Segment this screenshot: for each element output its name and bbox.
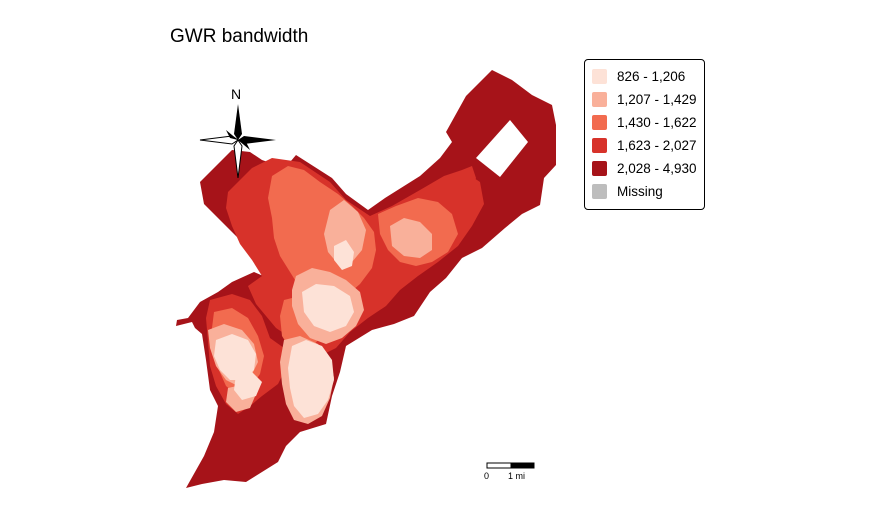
legend-swatch xyxy=(592,184,607,199)
legend-item: 826 - 1,206 xyxy=(592,68,685,85)
north-label: N xyxy=(231,86,242,102)
legend-item: 1,207 - 1,429 xyxy=(592,91,697,108)
legend-label: 826 - 1,206 xyxy=(617,69,686,84)
legend: 826 - 1,206 1,207 - 1,429 1,430 - 1,622 … xyxy=(584,59,705,210)
legend-label: 1,623 - 2,027 xyxy=(617,138,697,153)
scale-bar xyxy=(486,462,535,469)
scale-label-end: 1 mi xyxy=(508,471,526,481)
map-title: GWR bandwidth xyxy=(170,26,309,47)
north-arrow-icon xyxy=(199,104,276,179)
class-1-regions xyxy=(214,240,354,418)
legend-swatch xyxy=(592,138,607,153)
legend-swatch xyxy=(592,92,607,107)
legend-swatch xyxy=(592,115,607,130)
legend-item: Missing xyxy=(592,183,663,200)
legend-label: Missing xyxy=(617,184,663,199)
legend-item: 2,028 - 4,930 xyxy=(592,160,697,177)
legend-swatch xyxy=(592,69,607,84)
legend-label: 1,430 - 1,622 xyxy=(617,115,697,130)
legend-label: 2,028 - 4,930 xyxy=(617,161,697,176)
excluded-area xyxy=(476,120,528,177)
legend-swatch xyxy=(592,161,607,176)
legend-item: 1,623 - 2,027 xyxy=(592,137,697,154)
scale-label-start: 0 xyxy=(484,471,490,481)
legend-label: 1,207 - 1,429 xyxy=(617,92,697,107)
legend-item: 1,430 - 1,622 xyxy=(592,114,697,131)
